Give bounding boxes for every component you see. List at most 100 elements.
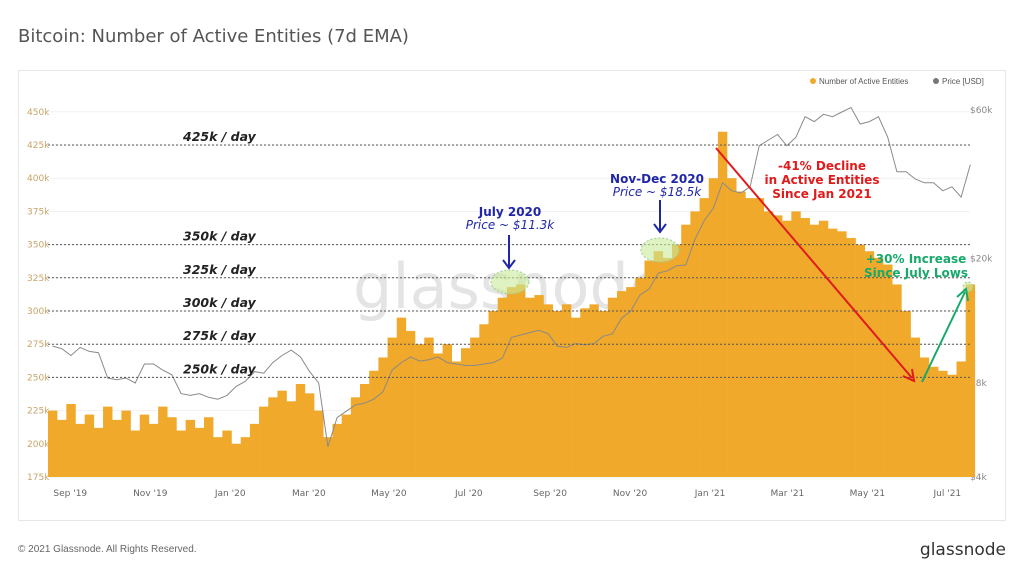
- entities-bar: [754, 198, 765, 477]
- y-right-tick: $60k: [970, 106, 993, 116]
- entities-bar: [717, 131, 728, 477]
- entities-bar: [947, 374, 957, 477]
- entities-bar: [598, 311, 609, 477]
- entities-bar: [543, 304, 553, 477]
- entities-bar: [360, 384, 370, 477]
- x-tick: May '20: [371, 489, 407, 499]
- legend-entities[interactable]: Number of Active Entities: [819, 77, 908, 86]
- entities-bar: [84, 414, 95, 477]
- entities-bar: [93, 427, 104, 477]
- brand-logo: glassnode: [920, 540, 1006, 560]
- y-left-tick: 200k: [27, 440, 50, 450]
- entities-bar: [690, 211, 700, 477]
- entities-bar: [488, 311, 498, 477]
- reference-line-label: 275k / day: [183, 328, 257, 343]
- entities-bar: [277, 390, 287, 477]
- entities-bar: [534, 295, 544, 477]
- x-tick: Jan '21: [694, 489, 726, 499]
- entities-bar: [259, 406, 269, 477]
- entities-bar: [66, 403, 76, 477]
- increase-arrow-head: [956, 287, 969, 302]
- callout-novdec-price: Price ~ $18.5k: [613, 185, 703, 199]
- reference-line-label: 250k / day: [183, 361, 257, 376]
- entities-bar: [57, 419, 67, 477]
- entities-bar: [727, 178, 737, 477]
- entities-bar: [607, 297, 618, 477]
- entities-bar: [818, 220, 829, 478]
- entities-bar: [442, 344, 453, 477]
- y-right-tick: $20k: [970, 255, 993, 265]
- x-tick: May '21: [850, 489, 885, 499]
- entities-bar: [415, 344, 425, 477]
- legend-swatch-price: [933, 78, 939, 84]
- entities-bar: [222, 430, 232, 477]
- entities-bar: [332, 423, 342, 477]
- y-left-tick: 400k: [27, 174, 50, 184]
- x-tick: Nov '19: [133, 489, 168, 499]
- entities-bar: [424, 337, 434, 477]
- entities-bar: [892, 284, 902, 477]
- entities-bar: [460, 348, 471, 477]
- x-tick: Mar '21: [771, 489, 805, 499]
- entities-bar: [662, 257, 673, 477]
- y-right-tick: $4k: [970, 473, 987, 483]
- entities-bar: [644, 260, 654, 477]
- entities-bar: [681, 224, 691, 477]
- entities-bar: [176, 430, 186, 477]
- decline-line-3: Since Jan 2021: [772, 187, 871, 201]
- x-tick: Nov '20: [613, 489, 648, 499]
- x-tick: Jul '21: [933, 489, 962, 499]
- increase-line-1: +30% Increase: [866, 252, 967, 266]
- entities-bar: [231, 443, 241, 477]
- decline-line-2: in Active Entities: [765, 173, 880, 187]
- entities-bar: [745, 198, 755, 477]
- entities-bar: [148, 423, 159, 477]
- entities-bar: [772, 215, 783, 477]
- entities-bar: [167, 417, 177, 477]
- entities-bar: [213, 437, 223, 477]
- entities-bar: [736, 191, 746, 478]
- y-left-tick: 225k: [27, 407, 50, 417]
- entities-bar: [75, 423, 85, 477]
- legend-swatch-entities: [810, 78, 816, 84]
- entities-bar: [341, 414, 352, 477]
- x-tick: Mar '20: [292, 489, 326, 499]
- entities-bar: [451, 361, 462, 477]
- entities-bar: [708, 178, 719, 477]
- entities-bar: [387, 337, 397, 477]
- entities-bar: [497, 297, 508, 477]
- y-left-tick: 350k: [27, 241, 50, 251]
- entities-bar: [782, 220, 792, 478]
- decline-arrow-head: [902, 368, 916, 383]
- y-left-tick: 275k: [27, 340, 50, 350]
- entities-bar: [883, 264, 893, 477]
- entities-bar: [112, 419, 122, 477]
- entities-bar: [506, 287, 517, 477]
- entities-bar: [928, 366, 939, 477]
- highlight-july-2020: [490, 269, 530, 295]
- entities-bar: [139, 414, 150, 477]
- entities-bar: [910, 337, 921, 477]
- entities-bar: [323, 437, 333, 477]
- entities-bar: [433, 353, 443, 477]
- arrow-novdec-head: [653, 223, 667, 234]
- entities-bar: [194, 427, 205, 477]
- x-tick: Sep '19: [53, 489, 87, 499]
- entities-bar: [653, 251, 664, 477]
- legend-price[interactable]: Price [USD]: [942, 77, 984, 86]
- entities-bar: [800, 218, 810, 478]
- decline-arrow: [715, 147, 913, 379]
- entities-bar: [956, 361, 966, 477]
- reference-line-label: 325k / day: [183, 262, 257, 277]
- y-right-tick: $8k: [970, 379, 987, 389]
- y-left-tick: 250k: [27, 373, 50, 383]
- callout-july-price: Price ~ $11.3k: [466, 218, 556, 232]
- y-left-tick: 375k: [27, 207, 50, 217]
- copyright: © 2021 Glassnode. All Rights Reserved.: [18, 544, 197, 555]
- entities-bar: [286, 401, 297, 477]
- entities-bar: [479, 324, 489, 477]
- entities-bar: [626, 287, 636, 477]
- entities-bar: [672, 244, 682, 477]
- y-left-tick: 300k: [27, 307, 50, 317]
- arrow-july-head: [502, 259, 516, 270]
